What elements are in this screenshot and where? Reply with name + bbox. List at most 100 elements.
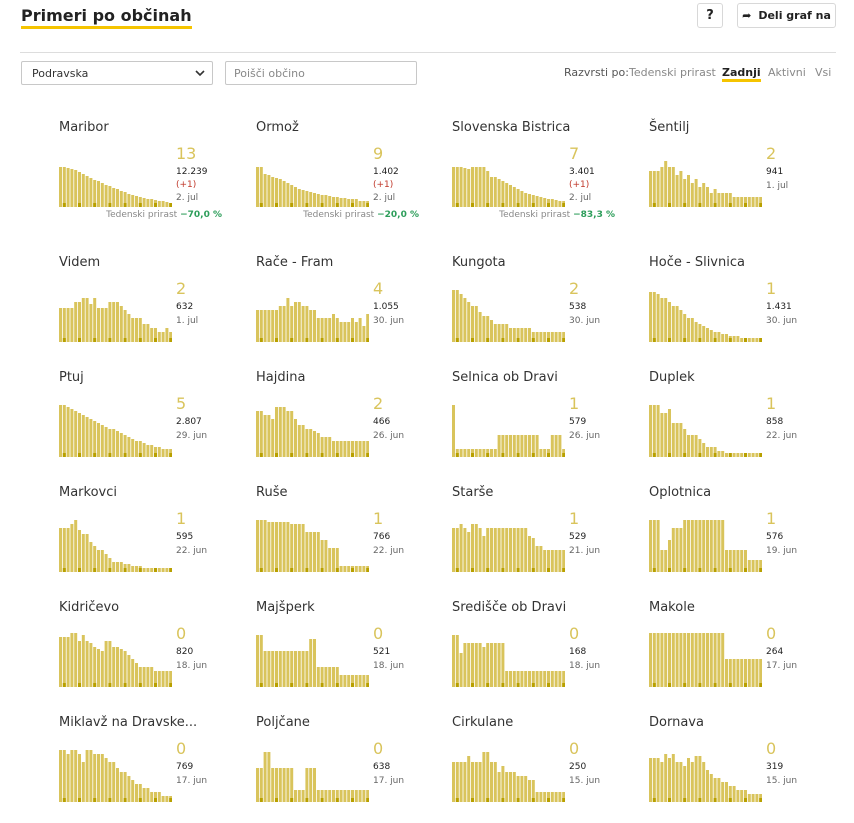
municipality-card[interactable]: Oplotnica 1 576 19. jun <box>649 485 829 595</box>
total-cases: 529 <box>569 532 587 542</box>
chart-bar <box>679 310 683 342</box>
chart-bar <box>320 667 324 687</box>
sort-option-active[interactable]: Aktivni <box>768 66 806 79</box>
chart-bar-accent <box>668 568 671 572</box>
help-button[interactable]: ? <box>697 3 723 28</box>
chart-bar <box>343 441 347 457</box>
chart-bar <box>713 520 717 572</box>
chart-bar <box>547 671 550 687</box>
chart-bar <box>649 633 652 687</box>
municipality-card[interactable]: Šentilj 2 941 1. jul <box>649 120 829 230</box>
chart-bar-accent <box>320 203 324 207</box>
municipality-card[interactable]: Maribor 13 12.239 (+1) 2. jul Tedenski priras… <box>59 120 239 230</box>
chart-bar <box>717 332 721 342</box>
chart-bar <box>744 550 747 572</box>
chart-bar <box>332 441 335 457</box>
chart-bar <box>543 449 547 457</box>
chart-bar <box>259 635 263 687</box>
municipality-card[interactable]: Starše 1 529 21. jun <box>452 485 632 595</box>
chart-bar <box>354 566 358 572</box>
latest-value: 7 <box>569 144 580 163</box>
municipality-card[interactable]: Miklavž na Dravske... 0 769 17. jun <box>59 715 239 823</box>
chart-bar <box>305 651 309 687</box>
chart-bar <box>116 189 119 207</box>
municipality-card[interactable]: Ormož 9 1.402 (+1) 2. jul Tedenski prirast −2… <box>256 120 436 230</box>
municipality-name: Makole <box>649 600 695 615</box>
municipality-card[interactable]: Markovci 1 595 22. jun <box>59 485 239 595</box>
chart-bar <box>679 423 683 457</box>
chart-bar <box>698 324 702 342</box>
municipality-card[interactable]: Duplek 1 858 22. jun <box>649 370 829 480</box>
chart-bar <box>698 633 702 687</box>
municipality-card[interactable]: Kungota 2 538 30. jun <box>452 255 632 365</box>
municipality-card[interactable]: Slovenska Bistrica 7 3.401 (+1) 2. jul Tedens… <box>452 120 632 230</box>
municipality-card[interactable]: Kidričevo 0 820 18. jun <box>59 600 239 710</box>
chart-bar <box>528 536 531 572</box>
municipality-name: Videm <box>59 255 101 270</box>
chart-bar <box>497 643 501 687</box>
chart-bar <box>474 524 478 572</box>
share-arrow-icon: ➦ <box>742 9 752 22</box>
municipality-card[interactable]: Hoče - Slivnica 1 1.431 30. jun <box>649 255 829 365</box>
chart-bar <box>668 758 671 802</box>
chart-bar <box>687 520 690 572</box>
chart-bar-accent <box>335 338 339 342</box>
chart-bar <box>127 564 131 572</box>
sort-option-latest[interactable]: Zadnji <box>722 66 761 82</box>
chart-bar <box>497 324 501 342</box>
chart-bar-accent <box>547 453 550 457</box>
chart-bar <box>328 437 332 457</box>
municipality-card[interactable]: Dornava 0 319 15. jun <box>649 715 829 823</box>
chart-bar <box>520 528 524 572</box>
chart-bar <box>104 308 108 342</box>
municipality-card[interactable]: Videm 2 632 1. jul <box>59 255 239 365</box>
chart-bar <box>558 550 562 572</box>
region-select[interactable]: Podravska <box>21 61 213 85</box>
share-button[interactable]: ➦ Deli graf na <box>737 3 836 28</box>
chart-bar-accent <box>123 338 127 342</box>
municipality-card[interactable]: Poljčane 0 638 17. jun <box>256 715 436 823</box>
municipality-card[interactable]: Središče ob Dravi 0 168 18. jun <box>452 600 632 710</box>
chart-bar <box>516 435 520 457</box>
municipality-card[interactable]: Ptuj 5 2.807 29. jun <box>59 370 239 480</box>
municipality-name: Starše <box>452 485 494 500</box>
chart-bar <box>290 185 294 207</box>
chart-bar <box>78 641 81 687</box>
municipality-card[interactable]: Hajdina 2 466 26. jun <box>256 370 436 480</box>
chart-bar <box>62 308 66 342</box>
chart-bar-accent <box>698 683 702 687</box>
chart-bar <box>725 550 728 572</box>
municipality-card[interactable]: Ruše 1 766 22. jun <box>256 485 436 595</box>
chart-bar-accent <box>531 453 535 457</box>
chart-bar <box>138 441 142 457</box>
chart-bar <box>535 792 539 802</box>
chart-bar <box>550 792 554 802</box>
chart-bar-accent <box>275 683 278 687</box>
municipality-card[interactable]: Cirkulane 0 250 15. jun <box>452 715 632 823</box>
municipality-card[interactable]: Selnica ob Dravi 1 579 26. jun <box>452 370 632 480</box>
chart-bar-accent <box>335 453 339 457</box>
chart-bar <box>459 294 463 342</box>
chart-bar <box>486 316 490 342</box>
chart-bar <box>161 671 165 687</box>
chart-bar <box>66 528 70 572</box>
chart-bar <box>324 195 328 207</box>
chart-bar <box>493 324 497 342</box>
chart-bar <box>467 449 471 457</box>
chart-bar <box>698 520 702 572</box>
municipality-search-input[interactable]: Poišči občino <box>225 61 417 85</box>
municipality-card[interactable]: Rače - Fram 4 1.055 30. jun <box>256 255 436 365</box>
municipality-card[interactable]: Makole 0 264 17. jun <box>649 600 829 710</box>
chart-bar <box>744 790 747 802</box>
chart-bar <box>157 792 161 802</box>
chart-bar-accent <box>516 338 520 342</box>
sort-option-weekly[interactable]: Tedenski prirast <box>629 66 716 79</box>
municipality-card[interactable]: Majšperk 0 521 18. jun <box>256 600 436 710</box>
total-cases: 769 <box>176 762 194 772</box>
chart-bar <box>478 643 482 687</box>
share-label: Deli graf na <box>758 9 831 22</box>
sort-option-all[interactable]: Vsi <box>815 66 832 79</box>
chart-bar <box>328 318 332 342</box>
chart-bar <box>550 199 554 207</box>
chart-bar <box>690 762 694 802</box>
